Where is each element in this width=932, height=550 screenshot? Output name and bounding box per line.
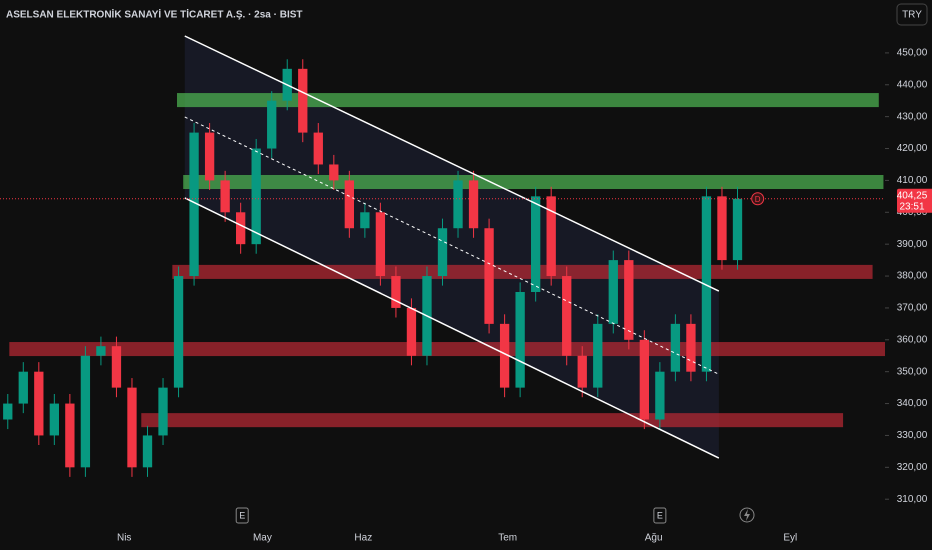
x-tick-label: Haz <box>354 533 372 544</box>
candle-body <box>437 228 448 277</box>
candle-body <box>158 387 168 436</box>
candle-body <box>298 68 308 133</box>
candle-body <box>562 276 572 356</box>
candle-body <box>251 148 261 245</box>
y-tick-label: 330,00 <box>897 430 928 441</box>
zone <box>9 342 885 357</box>
candle-body <box>329 164 339 181</box>
candle-body <box>624 260 634 340</box>
candle-body <box>375 212 386 277</box>
chart-title: ASELSAN ELEKTRONİK SANAYİ VE TİCARET A.Ş… <box>6 8 303 21</box>
currency-box[interactable] <box>896 3 928 26</box>
event-label: E <box>657 510 663 520</box>
candle-body <box>65 403 75 468</box>
y-tick-label: 360,00 <box>897 334 928 345</box>
last-price-box <box>897 188 932 213</box>
candle-body <box>499 323 510 388</box>
candle-body <box>717 196 727 261</box>
candle-body <box>639 339 649 420</box>
y-tick-label: 320,00 <box>897 462 928 473</box>
candle-body <box>655 371 665 420</box>
candle-body <box>127 387 137 468</box>
candle-body <box>313 132 323 165</box>
currency[interactable]: TRY <box>902 10 922 21</box>
candle-body <box>344 180 354 229</box>
candle-body <box>732 198 743 261</box>
y-tick-label: 340,00 <box>897 398 928 409</box>
candle-body <box>220 180 230 213</box>
candle-body <box>608 260 618 324</box>
candle-body <box>173 276 184 388</box>
y-tick-label: 310,00 <box>897 494 928 505</box>
zone <box>183 174 884 190</box>
countdown: 23:51 <box>899 201 924 212</box>
event-label: E <box>239 510 245 520</box>
candle-body <box>49 403 59 436</box>
candle-body <box>531 196 541 292</box>
lightning-icon <box>739 507 755 523</box>
candle-body <box>360 212 370 229</box>
x-tick-label: Nis <box>117 533 131 544</box>
y-tick-label: 370,00 <box>897 303 928 314</box>
last-price-label: 404,25 <box>897 190 928 201</box>
candle-body <box>670 323 681 372</box>
candle-body <box>96 346 106 356</box>
candle-body <box>515 291 525 388</box>
candle-body <box>468 180 479 229</box>
zone <box>172 264 873 279</box>
dividend-marker <box>751 192 765 206</box>
dividend-label: D <box>755 195 761 204</box>
y-tick-label: 380,00 <box>897 271 928 282</box>
zone <box>141 413 844 428</box>
candle-body <box>111 346 122 388</box>
channel-middle <box>184 116 720 375</box>
candle-body <box>3 403 13 420</box>
event-box <box>653 507 667 524</box>
y-tick-label: 430,00 <box>897 111 928 122</box>
event-box <box>235 507 249 524</box>
channel-lower <box>184 197 720 459</box>
y-tick-label: 410,00 <box>897 175 928 186</box>
x-tick-label: Tem <box>498 533 517 544</box>
candle-body <box>80 355 91 468</box>
channel-upper <box>184 35 720 292</box>
x-tick-label: May <box>253 533 272 544</box>
candle-body <box>593 323 603 388</box>
candle-body <box>453 180 463 229</box>
candle-body <box>34 371 44 436</box>
x-tick-label: Ağu <box>645 533 663 544</box>
candle-body <box>686 323 696 372</box>
candle-body <box>546 196 556 277</box>
y-tick-label: 420,00 <box>897 143 928 154</box>
candle-body <box>406 307 417 356</box>
x-tick-label: Eyl <box>783 533 797 544</box>
candle-body <box>701 196 712 372</box>
candle-body <box>236 212 246 245</box>
candle-body <box>267 100 277 149</box>
candle-body <box>391 276 401 308</box>
candle-body <box>142 435 153 468</box>
y-tick-label: 440,00 <box>897 79 928 90</box>
candle-body <box>577 355 587 388</box>
y-tick-label: 390,00 <box>897 239 928 250</box>
lightning-bolt <box>744 509 750 521</box>
candle-body <box>204 132 215 181</box>
candle-body <box>484 228 494 324</box>
y-tick-label: 450,00 <box>897 48 928 59</box>
y-tick-label: 350,00 <box>897 366 928 377</box>
candle-body <box>18 371 28 404</box>
zone <box>177 93 879 108</box>
candle-body <box>189 132 199 277</box>
